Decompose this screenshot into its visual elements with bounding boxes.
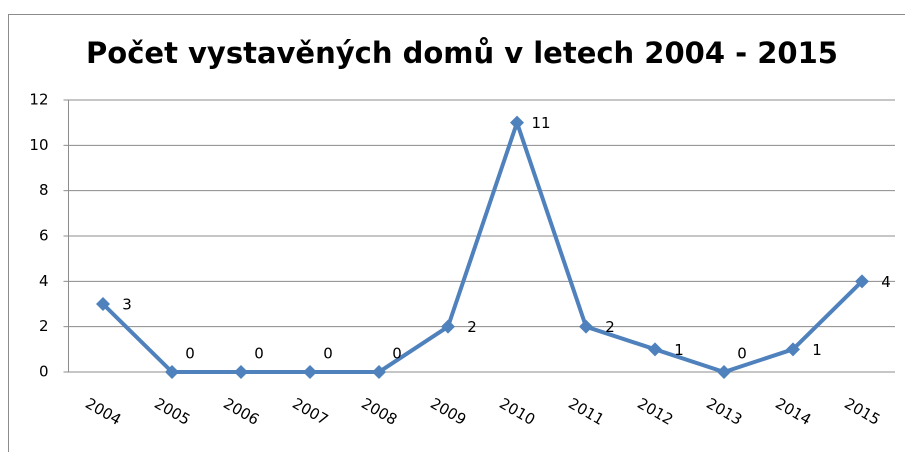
y-tick-label: 0 (39, 363, 49, 381)
marker (510, 115, 524, 130)
x-tick-label: 2008 (358, 394, 400, 429)
data-label: 1 (674, 341, 684, 359)
marker (786, 342, 800, 357)
data-label: 1 (812, 341, 822, 359)
x-tick-label: 2013 (703, 394, 745, 429)
data-label: 0 (737, 345, 747, 363)
y-tick-label: 12 (29, 91, 48, 109)
y-tick-label: 10 (29, 136, 48, 154)
marker (303, 365, 317, 379)
x-tick-label: 2015 (841, 394, 883, 429)
marker (717, 365, 731, 379)
data-label: 11 (531, 114, 550, 132)
y-tick-label: 6 (39, 227, 49, 245)
x-tick-label: 2012 (634, 394, 676, 429)
data-label: 0 (392, 345, 402, 363)
marker (234, 365, 248, 379)
data-label: 0 (323, 345, 333, 363)
marker (579, 319, 593, 334)
line (101, 120, 864, 374)
marker (855, 274, 869, 289)
y-tick-label: 4 (39, 272, 49, 290)
data-label: 0 (185, 345, 195, 363)
x-tick-label: 2014 (772, 394, 814, 429)
x-tick-label: 2009 (427, 394, 469, 429)
marker (372, 365, 386, 379)
x-tick-label: 2006 (220, 394, 262, 429)
chart-frame (8, 14, 905, 452)
chart-title: Počet vystavěných domů v letech 2004 - 2… (86, 36, 838, 70)
marker (96, 297, 110, 311)
y-tick-label: 8 (39, 181, 49, 199)
data-label: 2 (467, 318, 477, 336)
data-label: 4 (881, 273, 891, 291)
marker (648, 342, 662, 357)
x-tick-label: 2011 (565, 394, 607, 429)
x-tick-label: 2004 (82, 394, 124, 429)
x-tick-label: 2005 (151, 394, 193, 429)
y-tick-label: 2 (39, 317, 49, 335)
x-tick-label: 2010 (496, 394, 538, 429)
data-label: 2 (605, 318, 615, 336)
data-label: 0 (254, 345, 264, 363)
marker (441, 319, 455, 334)
x-tick-label: 2007 (289, 394, 331, 429)
data-label: 3 (122, 296, 132, 314)
marker (165, 365, 179, 379)
